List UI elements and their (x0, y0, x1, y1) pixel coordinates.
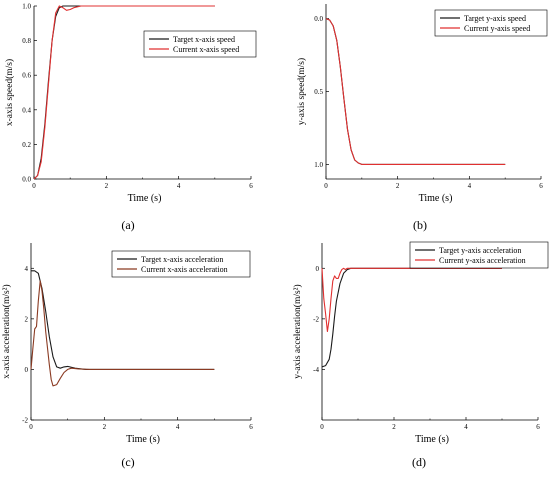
x-tick-label: 2 (396, 182, 400, 190)
series-line-target (325, 18, 506, 165)
y-tick-label: 1.0 (22, 3, 31, 11)
series-line-current (321, 267, 502, 333)
y-axis-title: x-axis acceleration(m/s²) (1, 284, 12, 378)
x-tick-label: 6 (249, 423, 253, 431)
y-tick-label: 4 (25, 265, 29, 273)
y-tick-label: -2 (22, 417, 28, 425)
x-tick-label: 4 (468, 182, 472, 190)
y-tick-label: 0 (25, 366, 29, 374)
x-tick-label: 6 (539, 182, 543, 190)
legend-box (143, 30, 257, 58)
series-line-current (33, 5, 215, 180)
panel-label: (a) (121, 218, 134, 232)
x-tick-label: 6 (536, 423, 540, 431)
x-tick-label: 0 (324, 182, 328, 190)
legend-label: Current y-axis acceleration (439, 256, 526, 265)
y-tick-label: 0.8 (22, 37, 31, 45)
series-line-current (30, 280, 215, 387)
y-tick-label: -4 (313, 366, 319, 374)
legend-box (111, 250, 251, 278)
series-line-target (321, 267, 502, 368)
legend-box (434, 9, 548, 37)
legend-label: Target y-axis speed (464, 14, 526, 23)
x-axis-title: Time (s) (415, 434, 449, 445)
legend-label: Current x-axis acceleration (141, 265, 228, 274)
y-tick-label: 0.0 (314, 15, 323, 23)
legend-box (409, 241, 549, 269)
x-tick-label: 4 (177, 182, 181, 190)
x-axis-title: Time (s) (126, 434, 160, 445)
x-tick-label: 4 (464, 423, 468, 431)
x-tick-label: 0 (320, 423, 324, 431)
y-tick-label: -2 (313, 315, 319, 323)
x-tick-label: 0 (29, 423, 33, 431)
panel-label: (c) (121, 455, 134, 469)
legend-label: Current y-axis speed (464, 24, 530, 33)
x-axis-title: Time (s) (419, 193, 453, 204)
panel-label: (b) (413, 218, 427, 232)
x-tick-label: 4 (176, 423, 180, 431)
x-tick-label: 2 (392, 423, 396, 431)
legend-label: Target x-axis speed (173, 35, 235, 44)
y-tick-label: 0.2 (22, 141, 31, 149)
y-tick-label: 0 (316, 265, 320, 273)
series-line-current (325, 18, 506, 165)
legend-label: Target x-axis acceleration (141, 255, 223, 264)
x-tick-label: 2 (103, 423, 107, 431)
x-tick-label: 0 (32, 182, 36, 190)
y-tick-label: 1.0 (314, 161, 323, 169)
y-tick-label: 0.0 (22, 176, 31, 184)
y-tick-label: 0.4 (22, 106, 31, 114)
x-axis-title: Time (s) (128, 193, 162, 204)
legend-label: Target y-axis acceleration (439, 246, 521, 255)
x-tick-label: 6 (249, 182, 253, 190)
panel-label: (d) (412, 455, 426, 469)
chart-panel-b: 0 2 4 6 0.0 0.5 1.0 Time (s) y-axis speed(m/s) Ta… (296, 4, 548, 232)
x-tick-label: 2 (105, 182, 109, 190)
legend-label: Current x-axis speed (173, 45, 239, 54)
y-tick-label: 0.5 (314, 88, 323, 96)
series-line-target (31, 270, 215, 370)
y-tick-label: 2 (25, 315, 29, 323)
chart-panel-a: 0 2 4 6 0.0 0.2 0.4 0.6 0.8 1.0 Time (s) x-axis spe… (4, 3, 257, 232)
y-tick-label: 0.6 (22, 72, 31, 80)
chart-panel-d: 0 2 4 6 -4 -2 0 Time (s) y-axis acceleration(m/s… (292, 241, 549, 469)
y-axis-title: y-axis speed(m/s) (296, 58, 307, 125)
y-axis-title: y-axis acceleration(m/s²) (292, 284, 303, 378)
y-axis-title: x-axis speed(m/s) (4, 59, 15, 126)
